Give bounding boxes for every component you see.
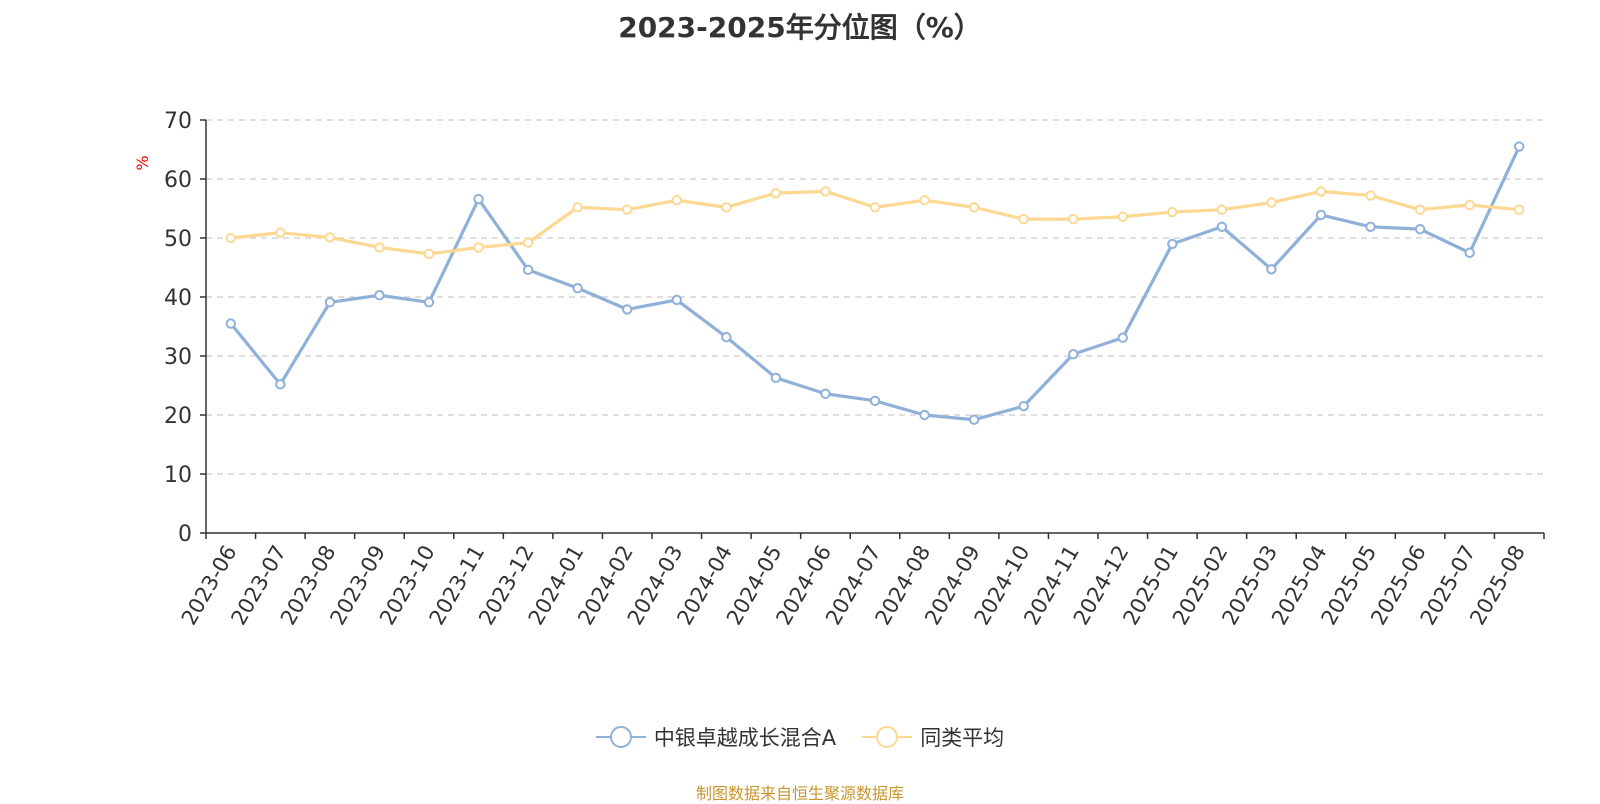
data-point-series-1 <box>770 372 782 384</box>
data-point-series-1 <box>1266 264 1277 275</box>
data-point-series-1 <box>820 388 831 399</box>
data-point-series-1 <box>968 414 980 425</box>
data-point-series-1 <box>1315 209 1327 221</box>
data-point-series-2 <box>572 202 583 213</box>
data-point-series-2 <box>721 202 732 213</box>
data-point-series-1 <box>721 331 732 343</box>
y-axis-label: % <box>133 155 152 170</box>
data-point-series-1 <box>1216 221 1228 232</box>
data-point-series-2 <box>1464 199 1475 211</box>
legend-item-series-2[interactable]: 同类平均 <box>862 722 1004 752</box>
data-point-series-1 <box>671 294 682 306</box>
data-point-series-1 <box>1365 221 1376 232</box>
data-point-series-2 <box>225 232 236 244</box>
data-point-series-1 <box>324 297 336 308</box>
y-tick-label: 70 <box>164 109 192 134</box>
data-point-series-2 <box>1315 186 1327 197</box>
y-tick-label: 30 <box>164 345 192 370</box>
data-point-series-1 <box>1018 400 1029 412</box>
data-point-series-1 <box>1514 141 1525 152</box>
data-point-series-2 <box>374 242 385 253</box>
chart-title: 2023-2025年分位图（%） <box>618 11 982 44</box>
legend-symbol-series-1 <box>595 725 646 749</box>
data-point-series-2 <box>820 186 831 197</box>
data-point-series-2 <box>1068 213 1079 225</box>
data-point-series-1 <box>473 193 484 205</box>
data-point-series-2 <box>522 237 534 248</box>
series-line-2 <box>230 189 1520 256</box>
data-point-series-2 <box>1365 190 1376 201</box>
data-point-series-2 <box>1216 204 1228 215</box>
axes: 010203040506070%2023-062023-072023-08202… <box>133 109 1545 629</box>
data-point-series-1 <box>275 379 286 390</box>
data-point-series-2 <box>1266 197 1277 208</box>
data-point-series-1 <box>374 290 385 301</box>
data-point-series-2 <box>1514 204 1525 215</box>
data-point-series-1 <box>423 297 435 308</box>
data-point-series-2 <box>1018 213 1029 225</box>
legend-label-series-1: 中银卓越成长混合A <box>653 726 837 750</box>
legend: 中银卓越成长混合A 同类平均 <box>0 722 1600 752</box>
data-point-series-2 <box>1414 204 1426 215</box>
series-points <box>225 141 1525 425</box>
data-point-series-1 <box>1464 247 1475 258</box>
data-point-series-2 <box>1167 206 1178 218</box>
data-point-series-1 <box>1117 332 1128 343</box>
data-point-series-2 <box>919 195 930 206</box>
data-point-series-2 <box>473 242 484 253</box>
y-tick-label: 20 <box>164 404 192 429</box>
data-point-series-2 <box>324 232 336 243</box>
series-lines <box>229 145 1521 422</box>
data-point-series-2 <box>968 202 980 213</box>
data-point-series-2 <box>869 202 881 213</box>
y-tick-label: 60 <box>164 168 192 193</box>
y-tick-label: 10 <box>164 463 192 488</box>
data-point-series-1 <box>869 395 881 407</box>
data-point-series-1 <box>622 304 633 315</box>
series-line-1 <box>229 145 1521 422</box>
data-point-series-2 <box>622 204 633 215</box>
y-tick-label: 0 <box>178 522 192 547</box>
data-point-series-2 <box>671 195 682 206</box>
data-point-series-1 <box>225 318 236 329</box>
data-point-series-2 <box>770 187 782 199</box>
data-point-series-1 <box>572 282 583 294</box>
data-source-note: 制图数据来自恒生聚源数据库 <box>695 784 904 803</box>
y-tick-label: 50 <box>164 227 192 252</box>
data-point-series-2 <box>1117 211 1128 222</box>
legend-symbol-series-2 <box>862 725 913 749</box>
y-tick-label: 40 <box>164 286 192 311</box>
legend-label-series-2: 同类平均 <box>920 726 1005 750</box>
data-point-series-2 <box>275 227 286 238</box>
data-point-series-2 <box>423 248 435 260</box>
legend-item-series-1[interactable]: 中银卓越成长混合A <box>595 722 837 752</box>
data-point-series-1 <box>1068 349 1079 360</box>
data-point-series-1 <box>1414 223 1426 235</box>
data-point-series-1 <box>1167 238 1178 250</box>
data-point-series-1 <box>919 409 930 421</box>
grid-lines <box>206 119 1544 475</box>
data-point-series-1 <box>522 264 534 276</box>
